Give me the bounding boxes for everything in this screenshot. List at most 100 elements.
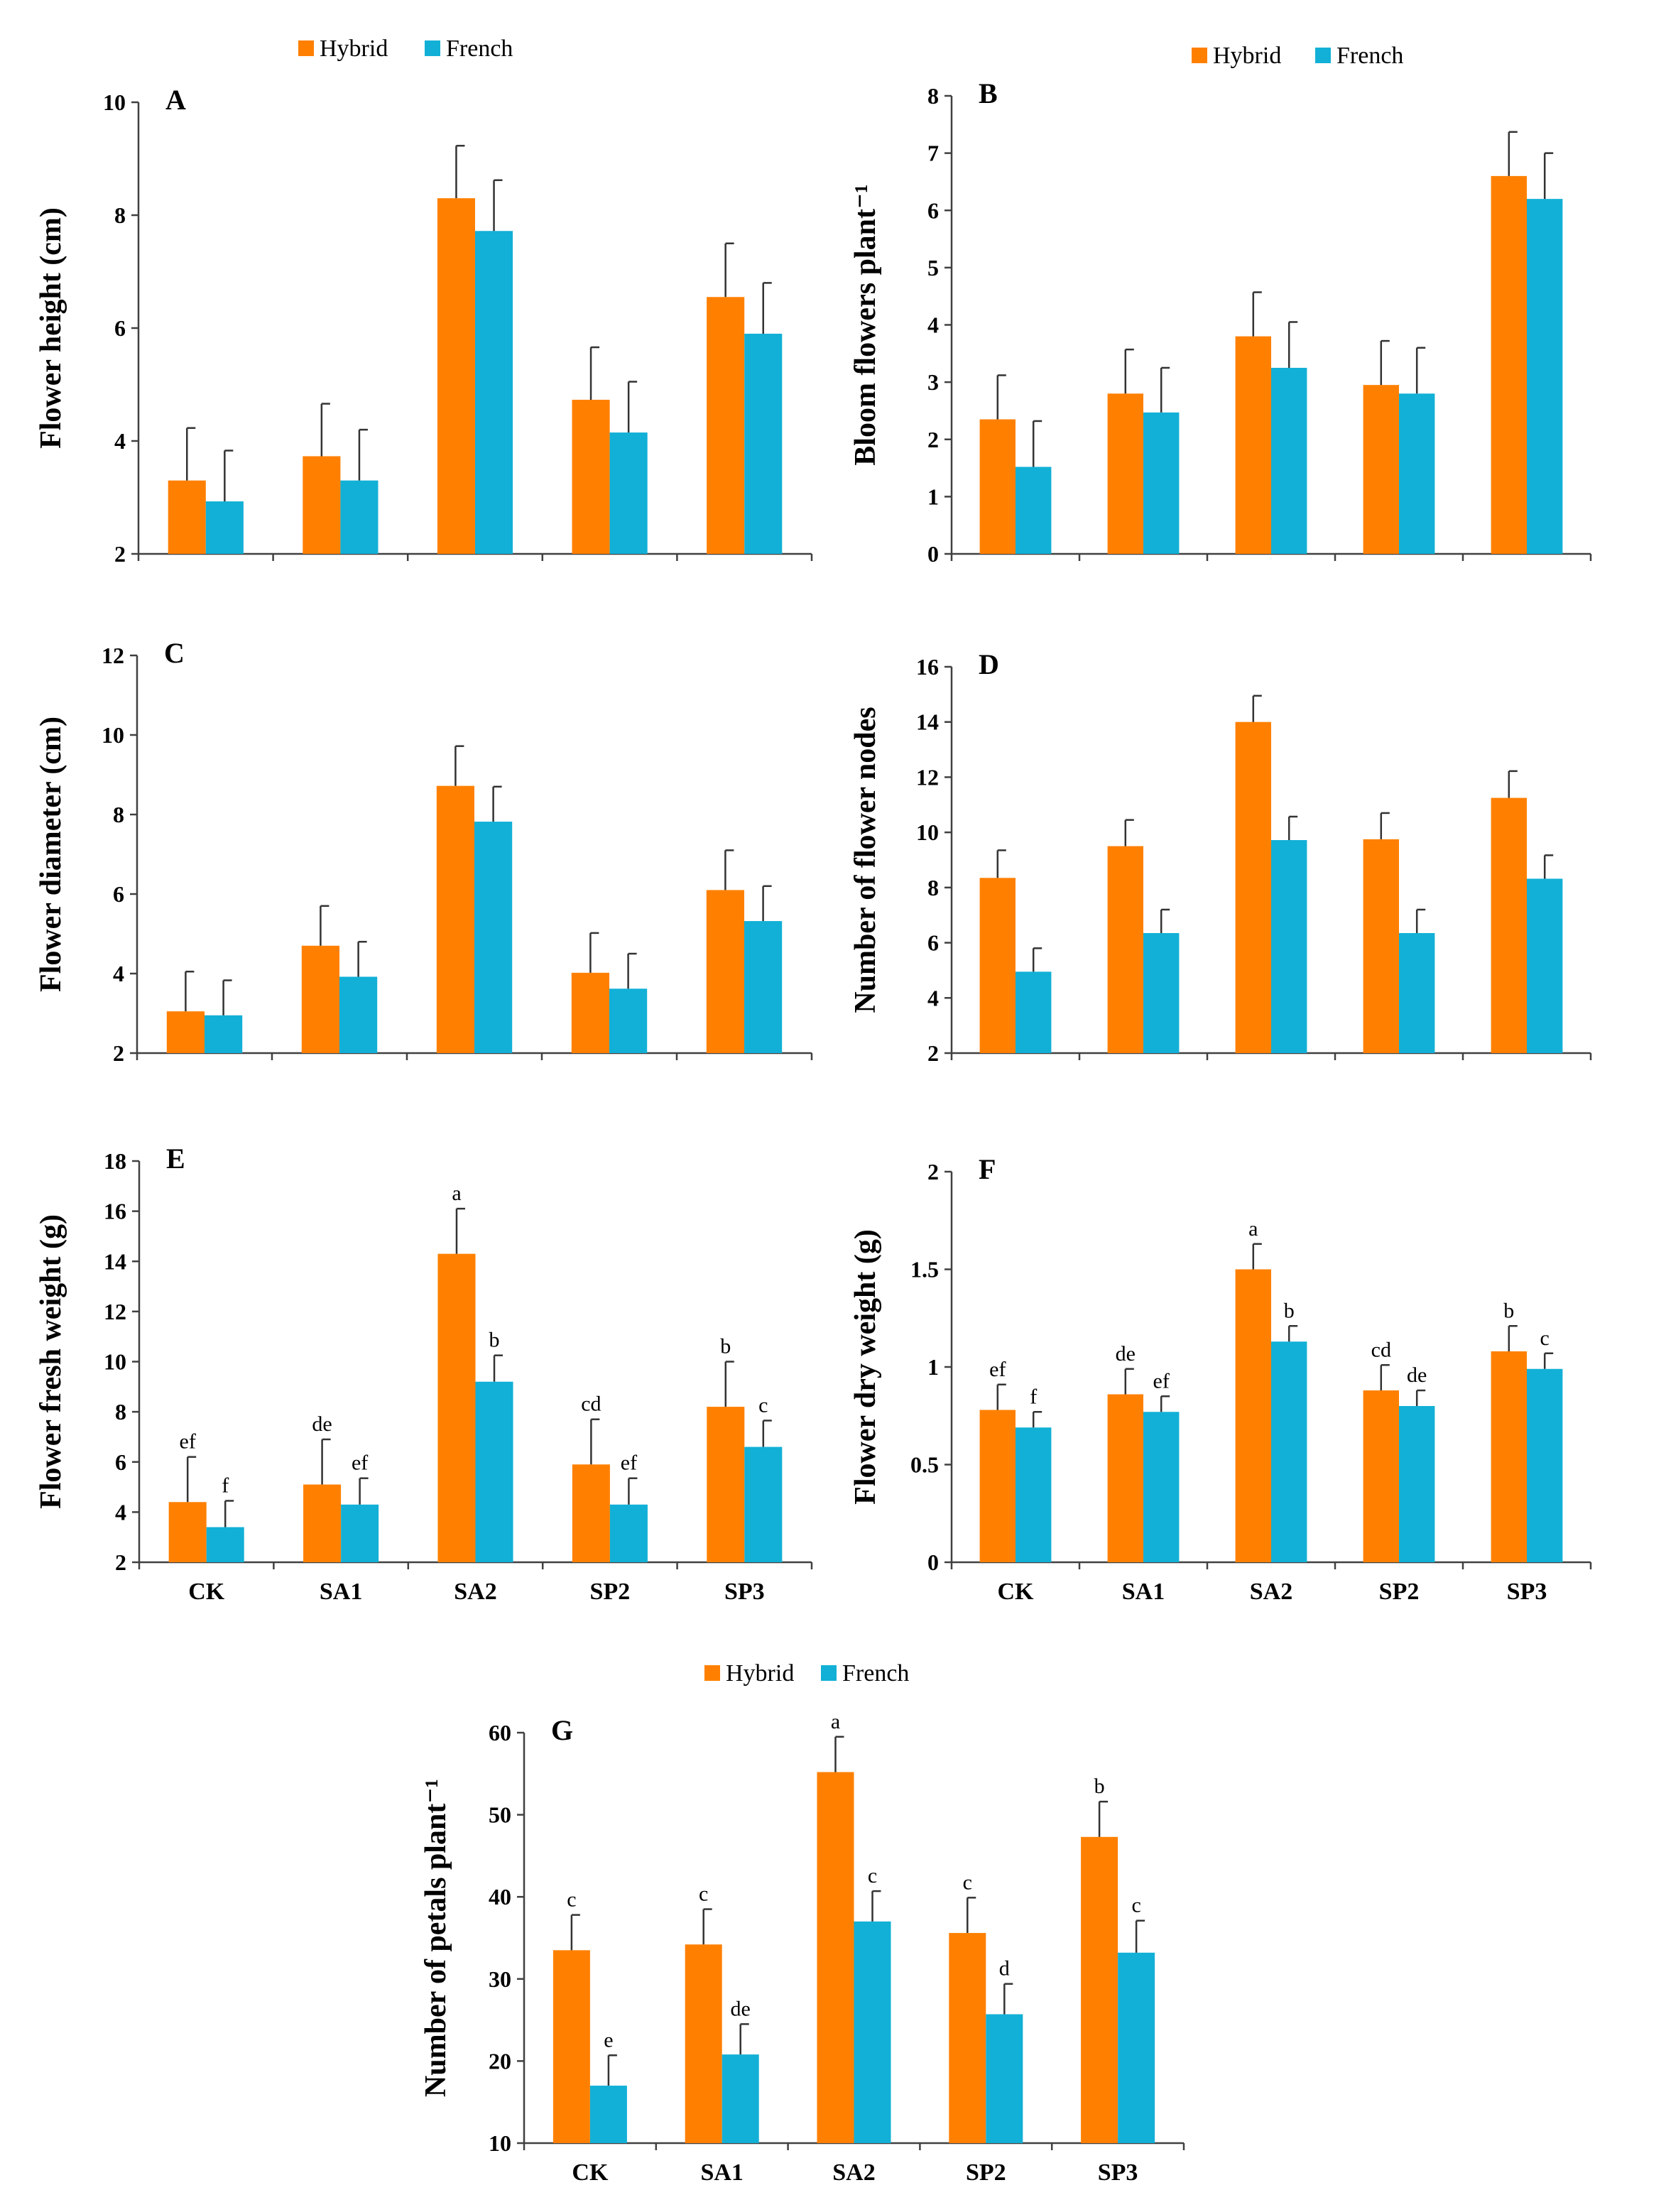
x-category-label: SA1 [700, 2159, 743, 2186]
bar-hybrid-sa1 [1107, 1394, 1143, 1562]
legend-hybrid-label: Hybrid [320, 36, 388, 62]
y-axis-title: Flower fresh weight (g) [35, 1214, 67, 1509]
bar-hybrid-sa1 [1107, 393, 1143, 554]
panel-label: C [164, 637, 185, 669]
bar-hybrid-sp2 [572, 1464, 610, 1562]
bar-french-ck [1016, 467, 1052, 554]
significance-label: f [222, 1473, 229, 1497]
bar-hybrid-sp2 [572, 399, 610, 554]
bar-french-sa1 [722, 2054, 759, 2143]
legend-top-right: Hybrid French [1192, 43, 1403, 69]
legend-french-label: French [1336, 43, 1403, 69]
bar-french-sa1 [1143, 1412, 1180, 1562]
x-category-label: SP2 [1379, 1579, 1420, 1605]
y-tick-label: 10 [103, 89, 126, 115]
legend-french-label: French [842, 1660, 909, 1687]
bar-hybrid-sa2 [437, 198, 475, 554]
bar-french-ck [1016, 971, 1052, 1053]
chart-panel-b: 0 1 2 3 4 5 6 7 8 B Bloom flowers plant⁻¹ [849, 77, 1592, 567]
y-tick-label: 10 [916, 819, 939, 845]
significance-label: ef [621, 1451, 637, 1475]
bar-french-ck [205, 1015, 243, 1053]
y-tick-label: 2 [927, 1159, 939, 1184]
bar-french-sa1 [1143, 412, 1180, 554]
bar-hybrid-sp2 [571, 972, 609, 1053]
y-tick-label: 14 [104, 1248, 126, 1274]
bar-french-ck [206, 1527, 244, 1562]
x-category-label: SA2 [1250, 1579, 1292, 1605]
y-tick-label: 4 [114, 428, 126, 454]
significance-label: b [1503, 1299, 1514, 1322]
bar-french-sa2 [1271, 840, 1307, 1053]
bar-french-ck [205, 501, 244, 554]
bar-hybrid-sp3 [706, 890, 744, 1053]
y-tick-label: 0 [927, 541, 939, 567]
significance-label: b [720, 1335, 731, 1358]
significance-label: e [604, 2028, 613, 2052]
legend-french-swatch [1315, 48, 1331, 63]
y-tick-label: 2 [114, 541, 126, 567]
significance-label: cd [581, 1393, 601, 1416]
significance-label: a [831, 1710, 840, 1733]
y-tick-label: 1 [927, 484, 939, 509]
significance-label: ef [989, 1358, 1006, 1381]
bar-hybrid-sp3 [707, 297, 745, 554]
y-axis-title: Flower height (cm) [35, 207, 67, 449]
x-category-label: CK [998, 1579, 1035, 1605]
legend-french-swatch [425, 40, 440, 56]
y-tick-label: 10 [102, 722, 124, 748]
y-tick-label: 8 [115, 1399, 126, 1424]
panel-label: E [166, 1143, 185, 1175]
significance-label: c [1540, 1326, 1550, 1350]
bar-french-sp2 [609, 432, 648, 554]
bar-french-ck [1016, 1427, 1052, 1562]
chart-panel-a: 2 4 6 8 10 A Flower height (cm) [35, 84, 813, 567]
y-tick-label: 16 [916, 654, 939, 680]
y-axis-title: Number of flower nodes [849, 707, 882, 1013]
bar-french-sa1 [1143, 932, 1180, 1053]
y-axis-title: Flower dry weight (g) [849, 1229, 882, 1505]
x-category-label: SP3 [1098, 2159, 1138, 2186]
legend-hybrid-label: Hybrid [1213, 43, 1281, 69]
bar-hybrid-ck [979, 878, 1016, 1053]
legend-top-left: Hybrid French [298, 36, 513, 62]
significance-label: b [1284, 1299, 1295, 1322]
y-tick-label: 6 [927, 930, 939, 956]
significance-label: b [489, 1329, 500, 1352]
bar-french-sp3 [1118, 1952, 1155, 2143]
chart-panel-e: 2 4 6 8 10 12 14 16 18 E Flower fresh weight (g) ef… [35, 1143, 813, 1605]
bar-french-sp3 [744, 1446, 783, 1562]
y-tick-label: 50 [489, 1802, 511, 1828]
bar-hybrid-sa2 [1235, 1269, 1271, 1562]
legend-hybrid-swatch [298, 40, 314, 56]
x-category-label: SA2 [832, 2159, 875, 2186]
legend-hybrid-swatch [704, 1665, 720, 1681]
significance-label: c [758, 1393, 768, 1417]
y-tick-label: 30 [489, 1966, 511, 1992]
bar-hybrid-sa1 [303, 1484, 342, 1562]
bar-hybrid-sp3 [1491, 175, 1527, 554]
bar-hybrid-ck [168, 480, 206, 554]
y-tick-label: 2 [927, 427, 939, 452]
y-tick-label: 4 [115, 1499, 126, 1525]
significance-label: a [452, 1182, 461, 1205]
x-category-label: SA1 [1122, 1579, 1165, 1605]
bar-hybrid-sa1 [685, 1944, 722, 2143]
chart-panel-g: 10 20 30 40 50 60 G Number of petals plant⁻¹ c e C… [420, 1710, 1185, 2186]
y-axis-title: Number of petals plant⁻¹ [420, 1779, 452, 2097]
significance-label: de [312, 1412, 332, 1436]
bar-hybrid-sp3 [707, 1407, 745, 1562]
y-tick-label: 5 [927, 255, 939, 280]
y-tick-label: 3 [927, 369, 939, 395]
y-tick-label: 8 [927, 83, 939, 109]
bar-hybrid-sp2 [1363, 839, 1399, 1053]
panel-label: F [979, 1153, 996, 1185]
bar-hybrid-sa2 [437, 1253, 476, 1562]
significance-label: de [1407, 1363, 1427, 1387]
significance-label: ef [180, 1430, 196, 1454]
bar-french-sp2 [1399, 393, 1435, 554]
bar-french-sp3 [1527, 1368, 1563, 1562]
bar-hybrid-sa2 [1235, 336, 1271, 554]
bar-french-ck [589, 2086, 627, 2143]
